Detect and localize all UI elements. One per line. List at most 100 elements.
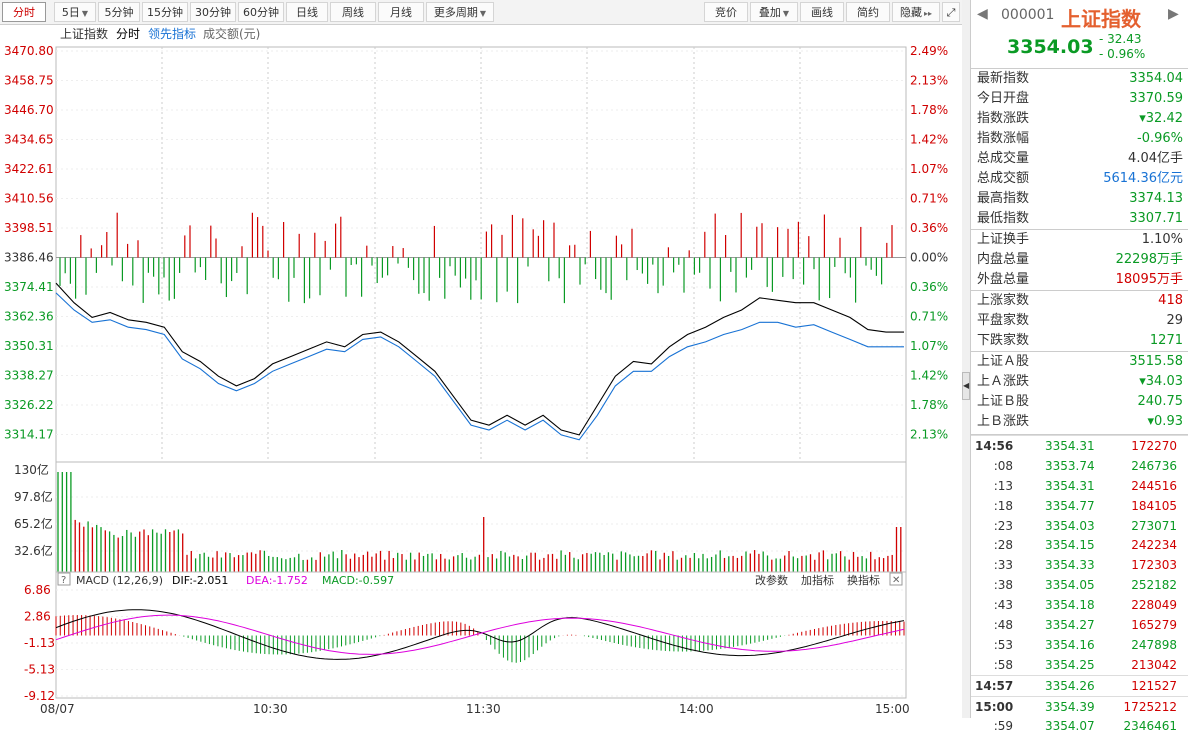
quote-label: 总成交额 bbox=[977, 171, 1030, 186]
intraday-chart[interactable]: 3470.80 3458.75 3446.70 3434.65 3422.61 3410.… bbox=[0, 25, 962, 718]
tick-row: :23 3354.03 273071 bbox=[971, 516, 1188, 536]
draw-line-button[interactable]: 画线 bbox=[800, 2, 844, 22]
quote-row: 最低指数 3307.71 bbox=[971, 209, 1188, 229]
collapse-panel-handle[interactable]: ◀ bbox=[962, 372, 970, 400]
close-icon[interactable] bbox=[889, 572, 903, 586]
tab-more-periods[interactable]: 更多周期 ▼ bbox=[426, 2, 494, 22]
simple-mode-button[interactable]: 简约 bbox=[846, 2, 890, 22]
tick-row: :43 3354.18 228049 bbox=[971, 595, 1188, 615]
price-tick: 3362.36 bbox=[4, 310, 54, 324]
fullscreen-icon[interactable]: ⤢ bbox=[942, 2, 960, 22]
macd-lines bbox=[55, 609, 905, 660]
tick-price: 3354.16 bbox=[1045, 637, 1095, 652]
tab-5min[interactable]: 5分钟 bbox=[98, 2, 140, 22]
tick-price: 3353.74 bbox=[1045, 458, 1095, 473]
macd-dif: DIF:-2.051 bbox=[172, 574, 228, 587]
tab-5day[interactable]: 5日 ▼ bbox=[54, 2, 96, 22]
overlay-button[interactable]: 叠加 ▼ bbox=[750, 2, 798, 22]
quote-value: ▾0.93 bbox=[1147, 414, 1183, 429]
macd-name: MACD (12,26,9) bbox=[76, 574, 163, 587]
price-tick: 3410.56 bbox=[4, 192, 54, 206]
tab-intraday[interactable]: 分时 bbox=[2, 2, 46, 22]
quote-label: 上证Ｂ股 bbox=[977, 394, 1030, 409]
tick-volume: 247898 bbox=[1131, 637, 1177, 652]
price-panel bbox=[55, 46, 907, 463]
tick-price: 3354.31 bbox=[1045, 439, 1095, 453]
tick-time: :58 bbox=[993, 657, 1013, 672]
security-code: 000001 bbox=[1001, 7, 1055, 23]
tick-volume: 273071 bbox=[1131, 518, 1177, 533]
macd-axis: 6.86 2.86 -1.13 -5.13 -9.12 bbox=[24, 583, 906, 703]
percent-tick: 1.07% bbox=[910, 339, 948, 353]
tab-weekly[interactable]: 周线 bbox=[330, 2, 376, 22]
tick-price: 3354.03 bbox=[1045, 518, 1095, 533]
tick-time: :53 bbox=[993, 637, 1013, 652]
macd-edit-params-link[interactable]: 改参数 bbox=[755, 573, 788, 587]
quote-row: 平盘家数 29 bbox=[971, 311, 1188, 331]
tab-15min[interactable]: 15分钟 bbox=[142, 2, 188, 22]
quote-label: 最新指数 bbox=[977, 71, 1030, 86]
legend-turnover: 成交额(元) bbox=[203, 26, 260, 41]
legend-leading-indicator[interactable]: 领先指标 bbox=[148, 26, 196, 41]
tick-price: 3354.25 bbox=[1045, 657, 1095, 672]
tick-time: :48 bbox=[993, 618, 1013, 633]
tick-volume: 165279 bbox=[1131, 618, 1177, 633]
tick-list[interactable]: 14:56 3354.31 172270:08 3353.74 246736:13 335… bbox=[971, 434, 1188, 736]
tick-price: 3354.26 bbox=[1045, 678, 1095, 693]
change-value: - 32.43 bbox=[1099, 32, 1142, 46]
quote-label: 最低指数 bbox=[977, 211, 1030, 226]
tab-30min[interactable]: 30分钟 bbox=[190, 2, 236, 22]
tick-volume: 244516 bbox=[1131, 478, 1177, 493]
next-security-icon[interactable]: ▶ bbox=[1168, 6, 1179, 22]
tick-volume: 121527 bbox=[1131, 678, 1177, 693]
last-price: 3354.03 bbox=[1007, 36, 1094, 58]
tick-row: 15:00 3354.39 1725212 bbox=[971, 695, 1188, 717]
tick-time: 14:57 bbox=[975, 678, 1014, 693]
price-change: - 32.43 - 0.96% bbox=[1099, 32, 1145, 62]
quote-value: 240.75 bbox=[1137, 394, 1184, 409]
macd-switch-indicator-link[interactable]: 换指标 bbox=[847, 573, 880, 587]
quote-rows: 最新指数 3354.04 今日开盘 3370.59 指数涨跌 ▾32.42 指数涨幅 -0.9… bbox=[971, 69, 1188, 432]
macd-tick: 6.86 bbox=[24, 583, 51, 597]
percent-tick: 0.36% bbox=[910, 221, 948, 235]
price-tick: 3398.51 bbox=[4, 221, 54, 235]
prev-security-icon[interactable]: ◀ bbox=[977, 6, 988, 22]
legend-intraday: 分时 bbox=[116, 27, 140, 41]
tick-price: 3354.27 bbox=[1045, 618, 1095, 633]
time-axis: 08/07 10:30 11:30 14:00 15:00 bbox=[40, 702, 910, 716]
quote-value: 22298万手 bbox=[1115, 252, 1183, 267]
quote-label: 总成交量 bbox=[977, 151, 1030, 166]
percent-tick: 1.42% bbox=[910, 369, 948, 383]
macd-tick: -1.13 bbox=[24, 636, 55, 650]
tick-row: 14:57 3354.26 121527 bbox=[971, 674, 1188, 696]
quote-label: 指数涨幅 bbox=[977, 131, 1030, 146]
change-percent: - 0.96% bbox=[1099, 47, 1146, 61]
quote-row: 上证换手 1.10% bbox=[971, 230, 1188, 250]
tab-60min[interactable]: 60分钟 bbox=[238, 2, 284, 22]
tab-daily[interactable]: 日线 bbox=[286, 2, 328, 22]
time-tick: 11:30 bbox=[466, 702, 501, 716]
macd-value: MACD:-0.597 bbox=[322, 574, 394, 587]
percent-tick: 0.00% bbox=[910, 251, 948, 265]
macd-tick: -5.13 bbox=[24, 663, 55, 677]
quote-value: 1.10% bbox=[1141, 232, 1183, 247]
quote-row: 下跌家数 1271 bbox=[971, 331, 1188, 351]
quote-row: 外盘总量 18095万手 bbox=[971, 270, 1188, 290]
quote-row: 总成交额 5614.36亿元 bbox=[971, 169, 1188, 189]
price-tick: 3374.41 bbox=[4, 280, 54, 294]
macd-add-indicator-link[interactable]: 加指标 bbox=[801, 573, 834, 587]
quote-label: 外盘总量 bbox=[977, 272, 1030, 287]
quote-label: 内盘总量 bbox=[977, 252, 1030, 267]
chevron-down-icon: ▼ bbox=[782, 9, 790, 18]
series-line-0 bbox=[55, 282, 904, 436]
quote-row: 总成交量 4.04亿手 bbox=[971, 149, 1188, 169]
hide-button[interactable]: 隐藏 ▸▸ bbox=[892, 2, 940, 22]
price-axis: 3470.80 3458.75 3446.70 3434.65 3422.61 3410.… bbox=[4, 44, 54, 442]
quote-row: 上证Ａ股 3515.58 bbox=[971, 352, 1188, 372]
time-tick: 14:00 bbox=[679, 702, 714, 716]
help-icon[interactable] bbox=[57, 572, 71, 586]
tab-monthly[interactable]: 月线 bbox=[378, 2, 424, 22]
tick-row: :59 3354.07 2346461 bbox=[971, 716, 1188, 736]
auction-button[interactable]: 竞价 bbox=[704, 2, 748, 22]
tick-volume: 172270 bbox=[1131, 439, 1177, 453]
